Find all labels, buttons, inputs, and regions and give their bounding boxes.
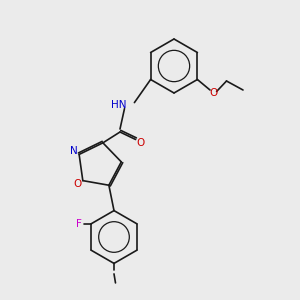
Text: F: F [76,219,82,229]
Text: O: O [209,88,217,98]
Text: O: O [73,178,82,189]
Text: O: O [137,137,145,148]
Text: HN: HN [110,100,126,110]
Text: N: N [70,146,78,156]
